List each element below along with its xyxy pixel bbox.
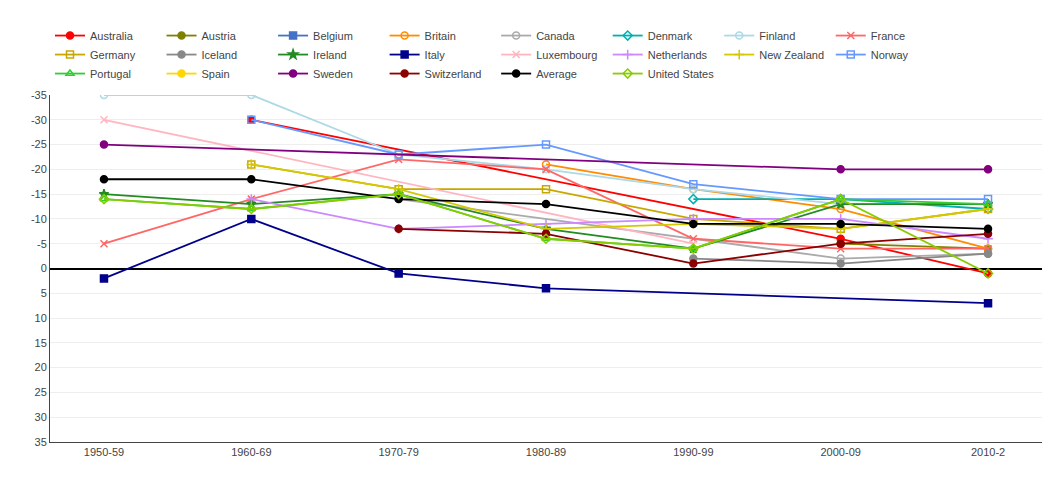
svg-text:Netherlands: Netherlands xyxy=(648,49,708,61)
svg-text:15: 15 xyxy=(35,337,47,349)
svg-text:5: 5 xyxy=(41,287,47,299)
svg-text:1980-89: 1980-89 xyxy=(526,446,566,458)
svg-text:Italy: Italy xyxy=(425,49,446,61)
svg-text:Iceland: Iceland xyxy=(202,49,237,61)
svg-text:Luxembourg: Luxembourg xyxy=(536,49,597,61)
svg-text:1960-69: 1960-69 xyxy=(231,446,271,458)
svg-text:New Zealand: New Zealand xyxy=(759,49,824,61)
svg-text:Canada: Canada xyxy=(536,30,575,42)
svg-text:0: 0 xyxy=(41,262,47,274)
svg-text:2010-2: 2010-2 xyxy=(971,446,1005,458)
svg-text:Average: Average xyxy=(536,68,577,80)
svg-text:-10: -10 xyxy=(31,213,47,225)
svg-text:United States: United States xyxy=(648,68,715,80)
svg-text:Australia: Australia xyxy=(90,30,134,42)
svg-text:1950-59: 1950-59 xyxy=(84,446,124,458)
svg-text:-30: -30 xyxy=(31,114,47,126)
svg-text:Sweden: Sweden xyxy=(313,68,353,80)
svg-text:2000-09: 2000-09 xyxy=(820,446,860,458)
svg-text:Denmark: Denmark xyxy=(648,30,693,42)
svg-text:-20: -20 xyxy=(31,163,47,175)
svg-text:Finland: Finland xyxy=(759,30,795,42)
svg-text:30: 30 xyxy=(35,411,47,423)
svg-text:Ireland: Ireland xyxy=(313,49,347,61)
svg-text:Belgium: Belgium xyxy=(313,30,353,42)
svg-text:Austria: Austria xyxy=(202,30,237,42)
svg-text:Germany: Germany xyxy=(90,49,136,61)
svg-text:25: 25 xyxy=(35,386,47,398)
svg-text:Norway: Norway xyxy=(871,49,909,61)
svg-text:35: 35 xyxy=(35,436,47,448)
svg-text:10: 10 xyxy=(35,312,47,324)
svg-text:-15: -15 xyxy=(31,188,47,200)
svg-text:Portugal: Portugal xyxy=(90,68,131,80)
svg-text:1990-99: 1990-99 xyxy=(673,446,713,458)
svg-text:Britain: Britain xyxy=(425,30,456,42)
svg-text:France: France xyxy=(871,30,905,42)
svg-text:1970-79: 1970-79 xyxy=(378,446,418,458)
svg-text:Switzerland: Switzerland xyxy=(425,68,482,80)
svg-text:-25: -25 xyxy=(31,138,47,150)
svg-text:Spain: Spain xyxy=(202,68,230,80)
svg-text:-5: -5 xyxy=(37,238,47,250)
svg-text:20: 20 xyxy=(35,361,47,373)
svg-text:-35: -35 xyxy=(31,89,47,101)
